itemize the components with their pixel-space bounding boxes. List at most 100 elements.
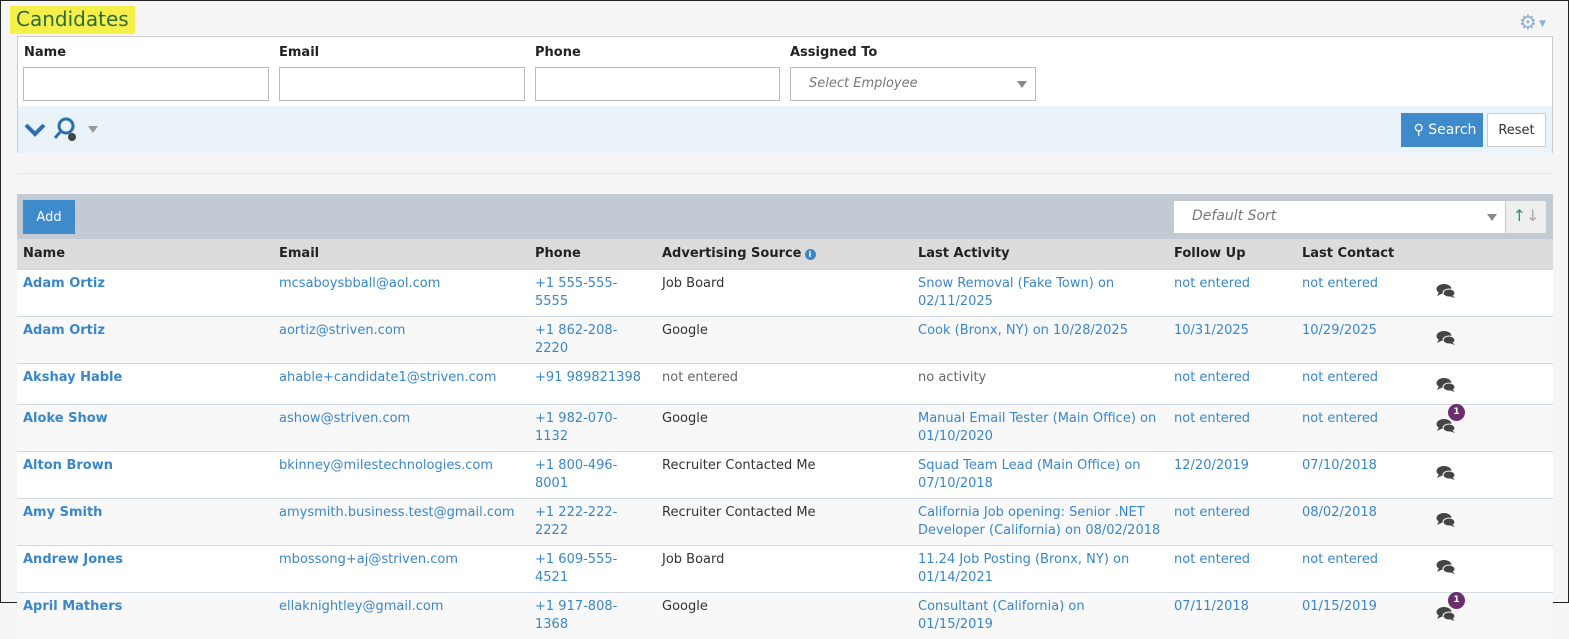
follow-up-link[interactable]: 10/31/2025 (1174, 322, 1249, 338)
cell-contact: 10/29/2025 (1296, 315, 1430, 363)
follow-up-link[interactable]: 07/11/2018 (1174, 598, 1249, 614)
cell-phone: +1 862-208-2220 (529, 315, 656, 363)
candidate-name-link[interactable]: Aloke Show (23, 410, 108, 426)
email-link[interactable]: amysmith.business.test@gmail.com (279, 504, 515, 520)
advanced-search-icon[interactable] (53, 116, 83, 144)
column-header[interactable]: Last Activity (912, 239, 1168, 269)
comments-icon[interactable] (1436, 559, 1456, 580)
email-link[interactable]: ellaknightley@gmail.com (279, 598, 444, 614)
dropdown-caret-icon (1487, 214, 1497, 221)
comments-icon[interactable] (1436, 377, 1456, 398)
last-activity-link[interactable]: Snow Removal (Fake Town) on 02/11/2025 (918, 275, 1115, 309)
phone-link[interactable]: +1 609-555-4521 (535, 551, 618, 585)
cell-phone: +91 989821398 (529, 362, 656, 404)
candidate-name-link[interactable]: Andrew Jones (23, 551, 123, 567)
column-header[interactable]: Name (17, 239, 273, 269)
assigned-to-select[interactable]: Select Employee (790, 67, 1036, 101)
table-row: Adam Ortiz aortiz@striven.com +1 862-208-2… (17, 315, 1553, 363)
column-header[interactable]: Advertising Source i (656, 239, 912, 269)
reset-button[interactable]: Reset (1487, 113, 1546, 147)
caret-down-icon[interactable] (88, 126, 98, 133)
last-contact-link[interactable]: 07/10/2018 (1302, 457, 1377, 473)
follow-up-link[interactable]: not entered (1174, 504, 1251, 520)
email-link[interactable]: aortiz@striven.com (279, 322, 406, 338)
candidate-name-link[interactable]: Akshay Hable (23, 369, 123, 385)
table-toolbar: Add Default Sort ↑↓ (17, 194, 1553, 239)
candidate-name-link[interactable]: Adam Ortiz (23, 275, 105, 291)
follow-up-link[interactable]: not entered (1174, 551, 1251, 567)
phone-link[interactable]: +1 982-070-1132 (535, 410, 618, 444)
cell-phone: +1 555-555-5555 (529, 268, 656, 316)
column-header-label: Last Activity (918, 246, 1010, 262)
cell-contact: 08/02/2018 (1296, 497, 1430, 545)
settings-gear-icon[interactable]: ⚙ ▼ (1519, 10, 1546, 34)
assigned-placeholder: Select Employee (809, 76, 918, 91)
sort-value: Default Sort (1192, 208, 1277, 224)
sort-direction-button[interactable]: ↑↓ (1506, 201, 1546, 233)
chevron-down-icon[interactable] (24, 122, 46, 138)
follow-up-link[interactable]: not entered (1174, 369, 1251, 385)
last-activity-link[interactable]: 11.24 Job Posting (Bronx, NY) on 01/14/2… (918, 551, 1130, 585)
phone-link[interactable]: +1 555-555-5555 (535, 275, 618, 309)
phone-input[interactable] (535, 67, 780, 101)
last-contact-link[interactable]: not entered (1302, 275, 1379, 291)
phone-link[interactable]: +1 222-222-2222 (535, 504, 618, 538)
comments-icon[interactable] (1436, 512, 1456, 533)
cell-name: Amy Smith (17, 497, 273, 545)
candidate-name-link[interactable]: Amy Smith (23, 504, 103, 520)
comments-icon[interactable]: 1 (1436, 591, 1465, 627)
last-contact-link[interactable]: 10/29/2025 (1302, 322, 1377, 338)
follow-up-link[interactable]: not entered (1174, 275, 1251, 291)
follow-up-link[interactable]: not entered (1174, 410, 1251, 426)
column-header[interactable]: Last Contact (1296, 239, 1430, 269)
advertising-source: Job Board (662, 551, 725, 567)
comments-icon[interactable] (1436, 283, 1456, 304)
email-link[interactable]: mcsaboysbball@aol.com (279, 275, 441, 291)
last-contact-link[interactable]: 08/02/2018 (1302, 504, 1377, 520)
search-button[interactable]: ⚲ Search (1401, 113, 1483, 147)
last-activity-link[interactable]: Manual Email Tester (Main Office) on 01/… (918, 410, 1157, 444)
cell-activity: no activity (912, 362, 1168, 404)
candidate-name-link[interactable]: Adam Ortiz (23, 322, 105, 338)
last-contact-link[interactable]: not entered (1302, 551, 1379, 567)
follow-up-link[interactable]: 12/20/2019 (1174, 457, 1249, 473)
email-link[interactable]: ahable+candidate1@striven.com (279, 369, 497, 385)
cell-name: Adam Ortiz (17, 268, 273, 316)
email-link[interactable]: ashow@striven.com (279, 410, 411, 426)
last-activity-link[interactable]: Squad Team Lead (Main Office) on 07/10/2… (918, 457, 1141, 491)
last-activity-link[interactable]: California Job opening: Senior .NET Deve… (918, 504, 1161, 538)
comments-icon[interactable]: 1 (1436, 403, 1465, 439)
table-row: Amy Smith amysmith.business.test@gmail.co… (17, 497, 1553, 545)
phone-link[interactable]: +1 862-208-2220 (535, 322, 618, 356)
column-header[interactable]: Email (273, 239, 529, 269)
last-activity-link[interactable]: Cook (Bronx, NY) on 10/28/2025 (918, 322, 1128, 338)
name-input[interactable] (23, 67, 269, 101)
unread-count-badge: 1 (1448, 591, 1465, 609)
dropdown-caret-icon (1017, 81, 1027, 88)
email-link[interactable]: mbossong+aj@striven.com (279, 551, 458, 567)
last-contact-link[interactable]: 01/15/2019 (1302, 598, 1377, 614)
candidate-name-link[interactable]: April Mathers (23, 598, 123, 614)
cell-email: ahable+candidate1@striven.com (273, 362, 529, 404)
cell-email: mcsaboysbball@aol.com (273, 268, 529, 316)
cell-follow: not entered (1168, 544, 1296, 592)
info-icon[interactable]: i (804, 249, 816, 261)
email-link[interactable]: bkinney@milestechnologies.com (279, 457, 493, 473)
last-contact-link[interactable]: not entered (1302, 410, 1379, 426)
comments-icon[interactable] (1436, 465, 1456, 486)
advertising-source: Google (662, 410, 708, 426)
candidate-name-link[interactable]: Alton Brown (23, 457, 113, 473)
comments-icon[interactable] (1436, 330, 1456, 351)
phone-link[interactable]: +91 989821398 (535, 369, 642, 385)
phone-link[interactable]: +1 917-808-1368 (535, 598, 618, 632)
cell-contact: not entered (1296, 403, 1430, 451)
column-header[interactable]: Follow Up (1168, 239, 1296, 269)
phone-link[interactable]: +1 800-496-8001 (535, 457, 618, 491)
email-input[interactable] (279, 67, 525, 101)
last-contact-link[interactable]: not entered (1302, 369, 1379, 385)
column-header[interactable]: Phone (529, 239, 656, 269)
add-button[interactable]: Add (23, 200, 75, 234)
cell-contact: not entered (1296, 544, 1430, 592)
sort-select[interactable]: Default Sort (1174, 201, 1505, 233)
last-activity-link[interactable]: Consultant (California) on 01/15/2019 (918, 598, 1085, 632)
